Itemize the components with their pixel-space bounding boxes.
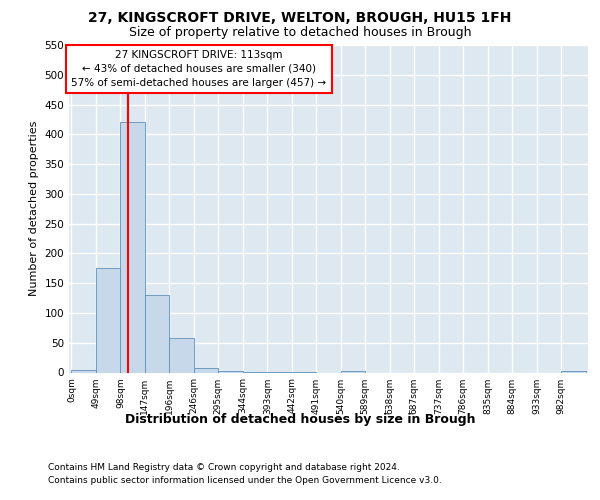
Bar	[218, 370, 243, 372]
Bar	[71, 370, 96, 372]
Bar	[194, 368, 218, 372]
Y-axis label: Number of detached properties: Number of detached properties	[29, 121, 39, 296]
Text: 27, KINGSCROFT DRIVE, WELTON, BROUGH, HU15 1FH: 27, KINGSCROFT DRIVE, WELTON, BROUGH, HU…	[88, 11, 512, 25]
Text: Contains public sector information licensed under the Open Government Licence v3: Contains public sector information licen…	[48, 476, 442, 485]
Text: Size of property relative to detached houses in Brough: Size of property relative to detached ho…	[129, 26, 471, 39]
Bar	[121, 122, 145, 372]
Text: 27 KINGSCROFT DRIVE: 113sqm
← 43% of detached houses are smaller (340)
57% of se: 27 KINGSCROFT DRIVE: 113sqm ← 43% of det…	[71, 50, 326, 88]
Text: Distribution of detached houses by size in Brough: Distribution of detached houses by size …	[125, 412, 475, 426]
Text: Contains HM Land Registry data © Crown copyright and database right 2024.: Contains HM Land Registry data © Crown c…	[48, 462, 400, 471]
Bar	[169, 338, 194, 372]
Bar	[561, 370, 586, 372]
Bar	[96, 268, 121, 372]
Bar	[145, 295, 169, 372]
Bar	[341, 370, 365, 372]
